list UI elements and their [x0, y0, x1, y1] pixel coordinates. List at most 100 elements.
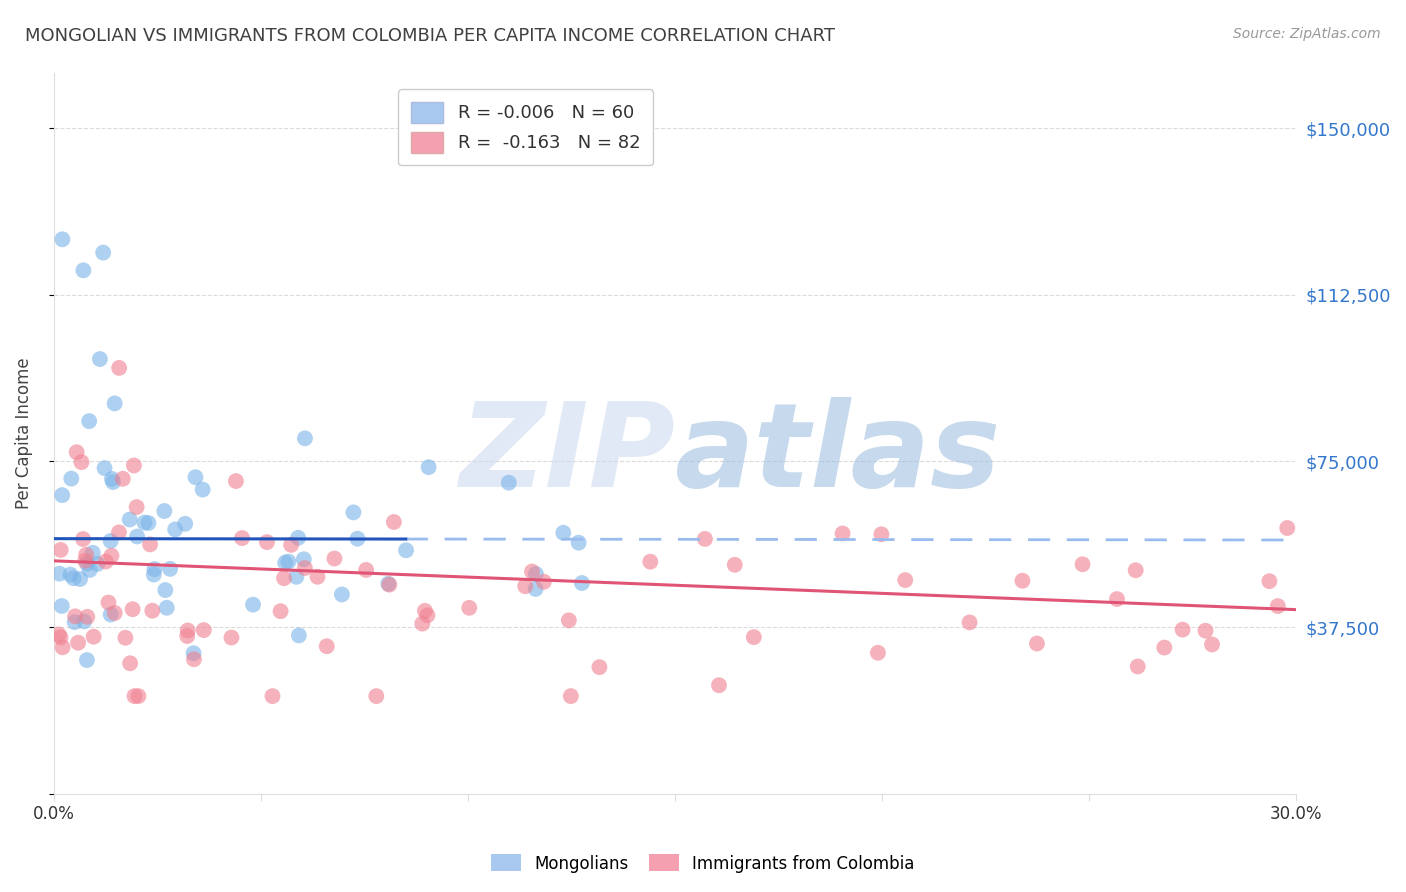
- Point: [191, 483, 214, 497]
- Point: [48, 566, 70, 581]
- Point: [177, 624, 200, 638]
- Point: [120, 657, 142, 671]
- Point: [127, 689, 149, 703]
- Point: [124, 689, 146, 703]
- Point: [122, 458, 145, 473]
- Point: [831, 526, 853, 541]
- Point: [342, 505, 364, 519]
- Point: [307, 570, 329, 584]
- Point: [91, 245, 114, 260]
- Point: [1125, 563, 1147, 577]
- Point: [277, 555, 299, 569]
- Point: [498, 475, 520, 490]
- Point: [870, 527, 893, 541]
- Point: [125, 500, 148, 514]
- Point: [97, 595, 120, 609]
- Point: [256, 535, 278, 549]
- Point: [48, 627, 70, 641]
- Point: [724, 558, 747, 572]
- Point: [242, 598, 264, 612]
- Point: [138, 516, 160, 530]
- Point: [49, 543, 72, 558]
- Point: [395, 543, 418, 558]
- Point: [155, 583, 177, 598]
- Point: [100, 607, 122, 622]
- Point: [287, 531, 309, 545]
- Point: [111, 472, 134, 486]
- Point: [1105, 592, 1128, 607]
- Point: [143, 562, 166, 576]
- Point: [76, 557, 98, 571]
- Point: [1071, 558, 1094, 572]
- Point: [86, 557, 108, 571]
- Point: [294, 431, 316, 445]
- Point: [292, 552, 315, 566]
- Point: [231, 531, 253, 545]
- Point: [89, 352, 111, 367]
- Point: [588, 660, 610, 674]
- Point: [894, 573, 917, 587]
- Point: [1194, 624, 1216, 638]
- Point: [640, 555, 662, 569]
- Point: [262, 689, 284, 703]
- Point: [62, 571, 84, 585]
- Point: [1201, 637, 1223, 651]
- Point: [73, 615, 96, 629]
- Point: [560, 689, 582, 703]
- Point: [411, 616, 433, 631]
- Point: [1258, 574, 1281, 589]
- Point: [134, 516, 156, 530]
- Point: [221, 631, 243, 645]
- Point: [51, 232, 73, 246]
- Point: [315, 639, 337, 653]
- Point: [959, 615, 981, 630]
- Point: [142, 567, 165, 582]
- Point: [104, 396, 127, 410]
- Text: Source: ZipAtlas.com: Source: ZipAtlas.com: [1233, 27, 1381, 41]
- Point: [93, 461, 115, 475]
- Point: [101, 475, 124, 489]
- Point: [866, 646, 889, 660]
- Point: [416, 608, 439, 623]
- Point: [159, 562, 181, 576]
- Point: [1267, 599, 1289, 613]
- Point: [1011, 574, 1033, 588]
- Point: [693, 532, 716, 546]
- Point: [1126, 659, 1149, 673]
- Point: [742, 630, 765, 644]
- Point: [156, 600, 179, 615]
- Point: [100, 549, 122, 563]
- Point: [274, 556, 297, 570]
- Text: ZIP: ZIP: [458, 398, 675, 512]
- Point: [558, 613, 581, 627]
- Point: [118, 512, 141, 526]
- Point: [101, 472, 124, 486]
- Legend: R = -0.006   N = 60, R =  -0.163   N = 82: R = -0.006 N = 60, R = -0.163 N = 82: [398, 89, 652, 165]
- Point: [354, 563, 377, 577]
- Point: [571, 576, 593, 591]
- Point: [63, 615, 86, 629]
- Point: [524, 582, 547, 596]
- Point: [413, 604, 436, 618]
- Point: [515, 579, 537, 593]
- Point: [75, 548, 97, 562]
- Point: [520, 565, 543, 579]
- Point: [294, 561, 316, 575]
- Point: [330, 587, 353, 601]
- Point: [52, 640, 75, 655]
- Legend: Mongolians, Immigrants from Colombia: Mongolians, Immigrants from Colombia: [485, 847, 921, 880]
- Point: [184, 470, 207, 484]
- Point: [1026, 636, 1049, 650]
- Point: [100, 533, 122, 548]
- Point: [76, 609, 98, 624]
- Point: [270, 604, 292, 618]
- Point: [366, 689, 388, 703]
- Point: [94, 554, 117, 568]
- Text: atlas: atlas: [675, 398, 1001, 512]
- Point: [114, 631, 136, 645]
- Point: [77, 414, 100, 428]
- Point: [524, 566, 547, 581]
- Point: [553, 525, 575, 540]
- Point: [382, 515, 405, 529]
- Point: [108, 360, 131, 375]
